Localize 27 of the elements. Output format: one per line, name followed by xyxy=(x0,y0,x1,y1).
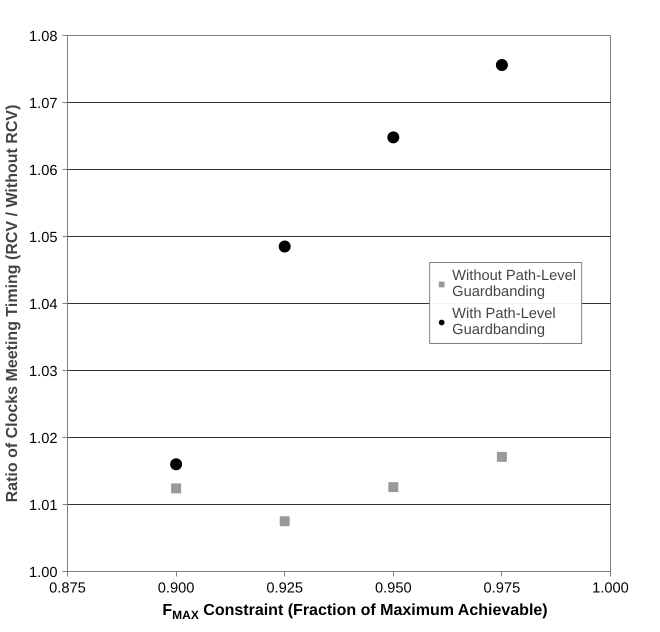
point xyxy=(387,131,400,144)
y-tick-label: 1.02 xyxy=(28,431,58,447)
y-tick-label: 1.05 xyxy=(28,230,58,246)
y-tick-label: 1.03 xyxy=(28,364,58,380)
x-tick-label: 0.925 xyxy=(266,580,304,596)
x-tick-label: 1.000 xyxy=(592,580,629,596)
x-tick-label: 0.975 xyxy=(484,580,520,596)
legend-label: Without Path-Level Guardbanding xyxy=(452,268,576,300)
x-tick-label: 0.900 xyxy=(158,580,194,596)
x-tick-label: 0.950 xyxy=(374,580,412,596)
y-tick-label: 1.08 xyxy=(28,29,58,45)
y-tick-label: 1.04 xyxy=(28,297,58,313)
point xyxy=(170,458,182,470)
x-axis-title: F$_{MAX}$ Constraint (Fraction of Maximum Achievable) xyxy=(162,601,548,624)
point xyxy=(280,516,290,526)
y-tick-label: 1.01 xyxy=(28,498,58,514)
y-tick-label: 1.06 xyxy=(28,163,58,179)
x-tick-label: 0.875 xyxy=(49,580,86,596)
legend-label: With Path-Level Guardbanding xyxy=(452,306,556,338)
point xyxy=(388,482,398,492)
y-axis-title: Ratio of Clocks Meeting Timing (RCV / Without RCV) xyxy=(4,104,21,502)
point xyxy=(496,452,507,462)
point xyxy=(496,58,508,71)
point xyxy=(171,483,182,494)
y-tick-label: 1.00 xyxy=(28,565,58,581)
y-tick-label: 1.07 xyxy=(28,96,58,112)
point xyxy=(278,240,291,253)
